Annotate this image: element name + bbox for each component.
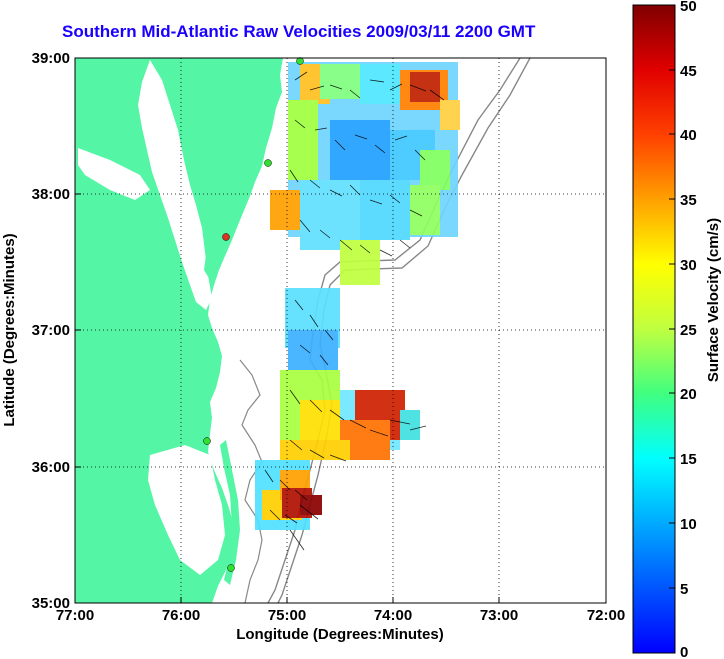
x-tick-label: 77:00 [56, 607, 94, 624]
station-marker [203, 437, 211, 445]
x-tick-label: 74:00 [374, 607, 412, 624]
y-axis-label: Latitude (Degrees:Minutes) [1, 233, 18, 426]
colorbar [632, 4, 676, 654]
x-tick-label: 73:00 [480, 607, 518, 624]
x-tick-label: 72:00 [587, 607, 625, 624]
grid-lines [75, 58, 606, 603]
y-tick-label: 37:00 [32, 322, 70, 339]
colorbar-tick-label: 30 [680, 257, 697, 274]
x-tick-label: 75:00 [268, 607, 306, 624]
station-marker [296, 57, 304, 65]
y-tick-label: 39:00 [32, 50, 70, 67]
colorbar-tick-label: 45 [680, 63, 697, 80]
station-marker [222, 233, 230, 241]
colorbar-tick-label: 10 [680, 516, 697, 533]
peninsula [204, 60, 262, 280]
station-marker [227, 564, 235, 572]
y-tick-label: 35:00 [32, 595, 70, 612]
y-tick-label: 36:00 [32, 459, 70, 476]
barrier-island [220, 440, 240, 585]
station-markers [203, 57, 304, 572]
chart-title: Southern Mid-Atlantic Raw Velocities 200… [62, 22, 536, 41]
colorbar-label: Surface Velocity (cm/s) [705, 218, 722, 382]
colorbar-tick-label: 25 [680, 322, 697, 339]
colorbar-ticks [669, 4, 675, 654]
x-axis-label: Longitude (Degrees:Minutes) [236, 626, 444, 643]
x-tick-label: 76:00 [162, 607, 200, 624]
bay-inlet [78, 148, 150, 200]
colorbar-tick-label: 50 [680, 0, 697, 15]
colorbar-tick-label: 20 [680, 386, 697, 403]
colorbar-tick-label: 35 [680, 192, 697, 209]
velocity-vectors [264, 71, 445, 551]
sound-water [148, 445, 225, 575]
tick-marks [74, 57, 607, 604]
colorbar-tick-label: 5 [680, 581, 688, 598]
bay-water [138, 60, 212, 310]
colorbar-tick-label: 15 [680, 451, 697, 468]
y-tick-label: 38:00 [32, 186, 70, 203]
colorbar-tick-label: 0 [680, 644, 688, 659]
colorbar-tick-label: 40 [680, 127, 697, 144]
station-marker [264, 159, 272, 167]
